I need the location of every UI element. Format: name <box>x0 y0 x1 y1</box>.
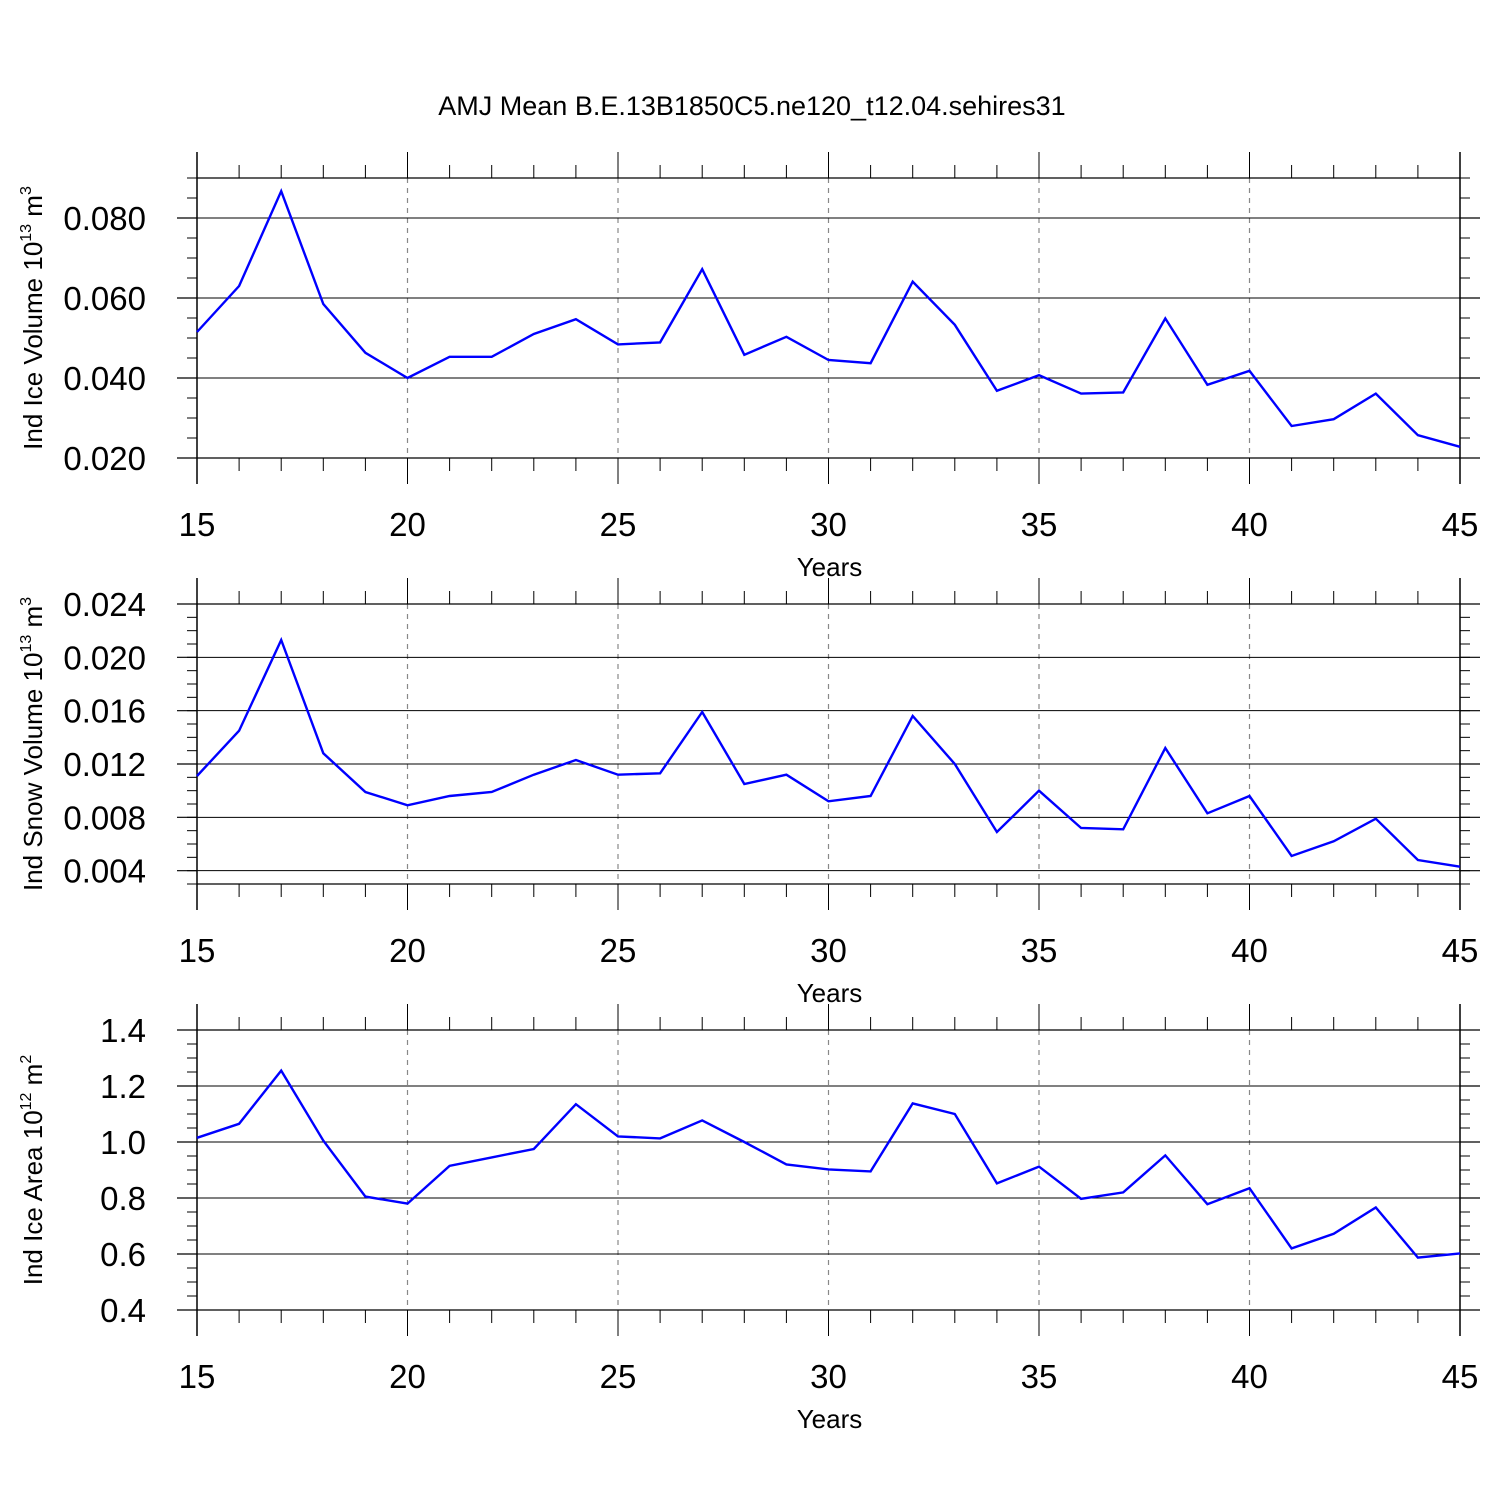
ice-volume-x-tick-label: 30 <box>810 506 847 543</box>
ice-volume-y-tick-label: 0.080 <box>63 200 146 237</box>
ice-volume-x-tick-label: 35 <box>1021 506 1058 543</box>
snow-volume-y-tick-label: 0.004 <box>63 853 146 890</box>
snow-volume-x-tick-label: 45 <box>1442 932 1479 969</box>
ice-area-x-tick-label: 35 <box>1021 1358 1058 1395</box>
figure-title: AMJ Mean B.E.13B1850C5.ne120_t12.04.sehi… <box>438 91 1065 121</box>
snow-volume-x-tick-label: 40 <box>1231 932 1268 969</box>
snow-volume-x-tick-label: 20 <box>389 932 426 969</box>
ice-area-y-tick-label: 1.4 <box>100 1012 146 1049</box>
ice-volume-x-tick-label: 20 <box>389 506 426 543</box>
ice-area-y-title-unit: m <box>18 1064 48 1093</box>
ice-volume-x-axis-title: Years <box>797 552 863 582</box>
ice-volume-y-tick-label: 0.060 <box>63 280 146 317</box>
ice-area-y-title-unit-exp: 2 <box>18 1055 35 1064</box>
ice-area-panel: 0.4 0.6 0.8 1.0 1.2 1.4 15 20 25 30 35 40 45 Years Ind… <box>18 1004 1480 1434</box>
ice-volume-x-tick-label: 25 <box>600 506 637 543</box>
snow-volume-x-tick-label: 35 <box>1021 932 1058 969</box>
ice-area-y-tick-label: 1.2 <box>100 1068 146 1105</box>
ice-area-y-tick-label: 1.0 <box>100 1124 146 1161</box>
ice-volume-y-title-unit-exp: 3 <box>18 186 35 195</box>
snow-volume-x-tick-label: 30 <box>810 932 847 969</box>
ice-volume-x-tick-label: 15 <box>179 506 216 543</box>
snow-volume-y-tick-label: 0.020 <box>63 639 146 676</box>
snow-volume-y-axis-title: Ind Snow Volume 1013 m3 <box>18 597 48 891</box>
snow-volume-y-title-main: Ind Snow Volume 10 <box>18 653 48 892</box>
ice-area-x-tick-label: 25 <box>600 1358 637 1395</box>
snow-volume-x-axis-title: Years <box>797 978 863 1008</box>
snow-volume-y-tick-label: 0.012 <box>63 746 146 783</box>
ice-area-y-title-main: Ind Ice Area 10 <box>18 1110 48 1285</box>
snow-volume-x-tick-label: 15 <box>179 932 216 969</box>
ice-area-y-title-exp: 12 <box>18 1092 35 1110</box>
ice-area-x-tick-label: 20 <box>389 1358 426 1395</box>
ice-volume-y-tick-label: 0.020 <box>63 440 146 477</box>
snow-volume-y-title-unit-exp: 3 <box>18 597 35 606</box>
ice-volume-x-tick-label: 40 <box>1231 506 1268 543</box>
ice-area-y-axis-title: Ind Ice Area 1012 m2 <box>18 1055 48 1286</box>
snow-volume-panel: 0.004 0.008 0.012 0.016 0.020 0.024 15 20 25 30 35… <box>18 578 1480 1008</box>
snow-volume-y-title-unit: m <box>18 606 48 635</box>
snow-volume-y-tick-label: 0.008 <box>63 799 146 836</box>
ice-area-y-tick-label: 0.4 <box>100 1292 146 1329</box>
ice-area-x-tick-label: 30 <box>810 1358 847 1395</box>
ice-volume-x-tick-label: 45 <box>1442 506 1479 543</box>
ice-volume-panel: 0.020 0.040 0.060 0.080 15 20 25 30 35 40 45 Years I… <box>18 152 1480 582</box>
ice-volume-y-title-main: Ind Ice Volume 10 <box>18 242 48 450</box>
snow-volume-y-tick-label: 0.016 <box>63 693 146 730</box>
snow-volume-y-tick-label: 0.024 <box>63 586 146 623</box>
ice-area-y-tick-label: 0.6 <box>100 1236 146 1273</box>
ice-volume-y-axis-title: Ind Ice Volume 1013 m3 <box>18 186 48 450</box>
ice-volume-y-title-exp: 13 <box>18 224 35 242</box>
snow-volume-y-title-exp: 13 <box>18 635 35 653</box>
ice-area-x-tick-label: 15 <box>179 1358 216 1395</box>
ice-area-y-tick-label: 0.8 <box>100 1180 146 1217</box>
ice-area-x-tick-label: 40 <box>1231 1358 1268 1395</box>
snow-volume-x-tick-label: 25 <box>600 932 637 969</box>
ice-area-x-tick-label: 45 <box>1442 1358 1479 1395</box>
ice-volume-y-tick-label: 0.040 <box>63 360 146 397</box>
ice-area-x-axis-title: Years <box>797 1404 863 1434</box>
ice-volume-y-title-unit: m <box>18 195 48 224</box>
